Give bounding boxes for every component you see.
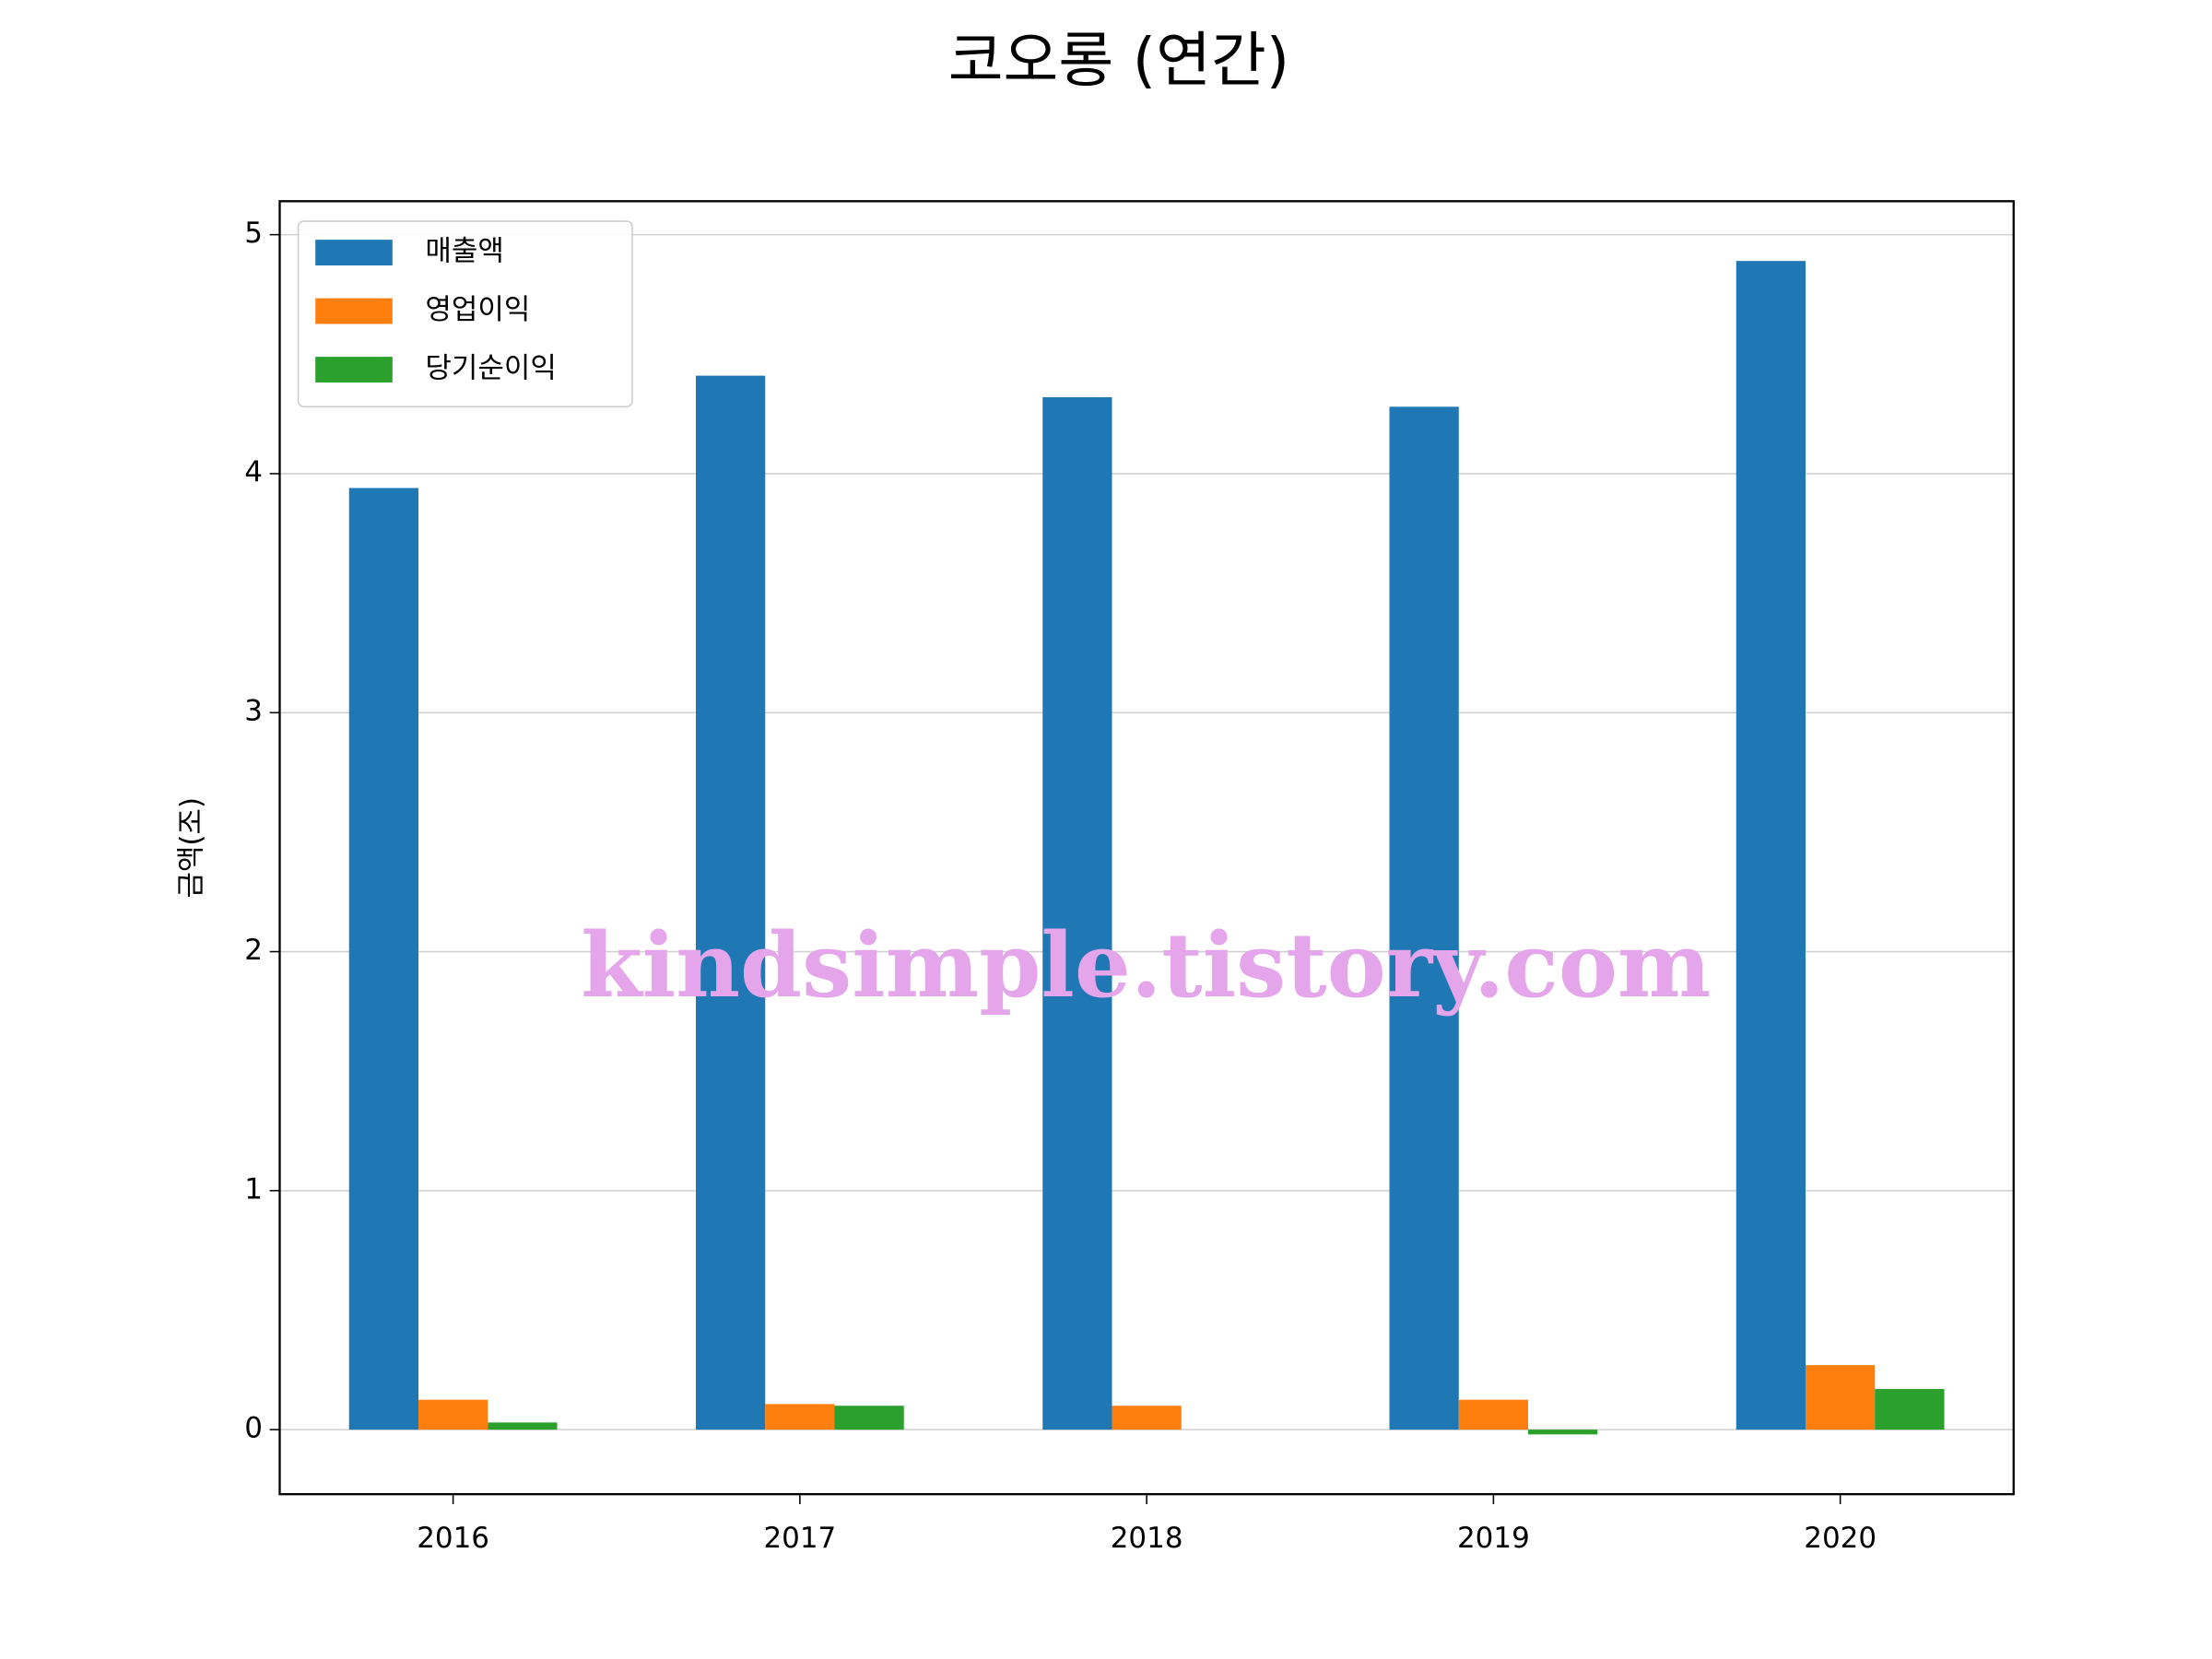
legend-swatch bbox=[315, 298, 393, 324]
bar bbox=[1735, 261, 1806, 1430]
x-tick-label: 2020 bbox=[1804, 1522, 1877, 1555]
bar bbox=[765, 1404, 835, 1430]
bar bbox=[695, 375, 766, 1430]
bar bbox=[1112, 1406, 1182, 1430]
bar bbox=[834, 1406, 904, 1430]
legend-label: 당기순이익 bbox=[425, 352, 556, 385]
y-tick-label: 2 bbox=[244, 934, 263, 967]
chart-title: 코오롱 (연간) bbox=[948, 27, 1289, 96]
legend-swatch bbox=[315, 357, 393, 382]
y-axis-label: 금액(조) bbox=[175, 797, 208, 899]
bar bbox=[348, 488, 418, 1430]
y-tick-label: 4 bbox=[244, 455, 263, 488]
bar bbox=[418, 1399, 488, 1430]
bar bbox=[488, 1422, 558, 1430]
y-tick-label: 1 bbox=[244, 1172, 263, 1206]
bar bbox=[1042, 396, 1112, 1430]
bar bbox=[1389, 406, 1459, 1430]
bar bbox=[1528, 1430, 1598, 1435]
x-tick-label: 2018 bbox=[1111, 1522, 1183, 1555]
bar bbox=[1458, 1399, 1529, 1430]
legend-label: 매출액 bbox=[425, 235, 503, 268]
legend-label: 영업이익 bbox=[425, 293, 530, 326]
x-tick-label: 2019 bbox=[1457, 1522, 1530, 1555]
y-tick-label: 5 bbox=[244, 217, 263, 250]
bar bbox=[1875, 1389, 1945, 1430]
legend-swatch bbox=[315, 240, 393, 265]
x-tick-label: 2017 bbox=[763, 1522, 836, 1555]
bar bbox=[1806, 1365, 1876, 1430]
x-tick-label: 2016 bbox=[417, 1522, 489, 1555]
y-tick-label: 3 bbox=[244, 695, 263, 728]
y-tick-label: 0 bbox=[244, 1412, 263, 1445]
watermark: kindsimple.tistory.com bbox=[581, 913, 1711, 1018]
plot-frame bbox=[278, 200, 2015, 1496]
